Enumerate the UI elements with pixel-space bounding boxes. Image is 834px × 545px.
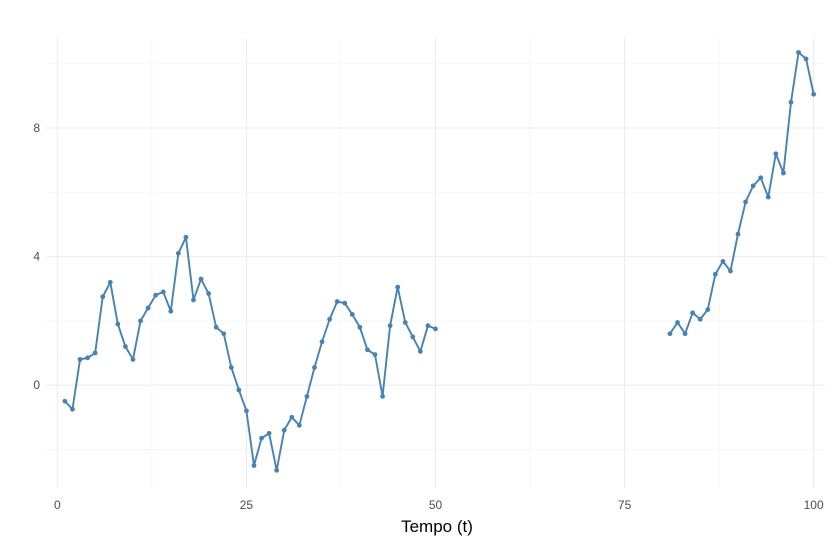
data-point: [130, 357, 136, 362]
x-axis-ticks: 0 25 50 75 100: [54, 498, 824, 512]
series-line: [669, 51, 815, 335]
data-point: [765, 194, 771, 200]
data-point: [153, 292, 159, 298]
data-point: [206, 291, 212, 296]
data-point: [221, 331, 227, 337]
data-point: [781, 170, 786, 176]
data-point: [62, 398, 68, 404]
data-point: [417, 348, 423, 354]
data-point: [425, 323, 431, 329]
data-point: [312, 365, 317, 370]
data-point: [433, 326, 438, 332]
x-tick-label: 25: [240, 498, 254, 512]
y-tick-label: 0: [33, 378, 40, 392]
data-point: [697, 316, 703, 322]
data-point: [675, 320, 680, 325]
data-point: [690, 310, 696, 316]
data-point: [728, 268, 733, 274]
data-point: [365, 347, 370, 353]
data-point: [145, 305, 151, 311]
data-point: [236, 387, 242, 393]
data-point: [402, 320, 408, 325]
x-axis-title: Tempo (t): [401, 517, 473, 536]
data-point: [811, 91, 817, 97]
data-point: [327, 316, 333, 322]
data-point: [758, 175, 764, 181]
y-tick-label: 8: [33, 121, 40, 135]
data-point: [788, 99, 794, 105]
data-point: [304, 393, 310, 399]
data-point: [228, 365, 234, 370]
data-point: [735, 231, 741, 237]
data-point: [123, 344, 128, 349]
data-point: [281, 427, 287, 433]
data-point: [100, 294, 106, 300]
data-point: [85, 355, 90, 361]
data-point: [77, 357, 83, 362]
data-point: [138, 318, 143, 324]
data-point: [372, 352, 378, 358]
x-tick-label: 0: [54, 498, 61, 512]
data-point: [803, 56, 809, 62]
data-point: [750, 183, 756, 189]
data-point: [720, 258, 726, 264]
data-point: [274, 467, 280, 473]
data-point: [259, 435, 264, 441]
data-point: [334, 299, 340, 304]
data-point: [743, 199, 748, 205]
y-tick-label: 4: [33, 250, 40, 264]
data-point: [296, 422, 302, 428]
data-point: [266, 430, 272, 436]
data-point: [107, 279, 113, 285]
series-lines: [64, 51, 815, 472]
data-point: [395, 284, 401, 290]
data-point: [357, 324, 363, 330]
data-point: [70, 406, 75, 412]
data-point: [319, 339, 325, 345]
data-point: [712, 271, 718, 277]
data-point: [342, 300, 348, 306]
data-point: [682, 331, 688, 337]
data-point: [244, 408, 249, 414]
data-point: [115, 321, 121, 327]
x-tick-label: 75: [618, 498, 632, 512]
series-line: [64, 236, 436, 472]
data-point: [387, 323, 393, 329]
major-grid: [46, 38, 825, 488]
data-point: [92, 350, 98, 356]
series-points: [62, 50, 817, 473]
y-axis-ticks: 0 4 8: [33, 121, 40, 392]
data-point: [667, 331, 673, 337]
data-point: [175, 250, 181, 256]
data-point: [213, 324, 219, 330]
data-point: [796, 50, 801, 55]
data-point: [349, 312, 355, 317]
data-point: [410, 334, 416, 340]
data-point: [183, 234, 189, 240]
x-tick-label: 100: [804, 498, 824, 512]
data-point: [191, 297, 196, 303]
data-point: [160, 289, 166, 295]
data-point: [251, 463, 257, 468]
data-point: [773, 151, 779, 157]
data-point: [705, 307, 711, 313]
data-point: [168, 308, 174, 314]
x-tick-label: 50: [429, 498, 443, 512]
data-point: [380, 393, 385, 399]
data-point: [289, 414, 295, 420]
data-point: [198, 276, 204, 282]
